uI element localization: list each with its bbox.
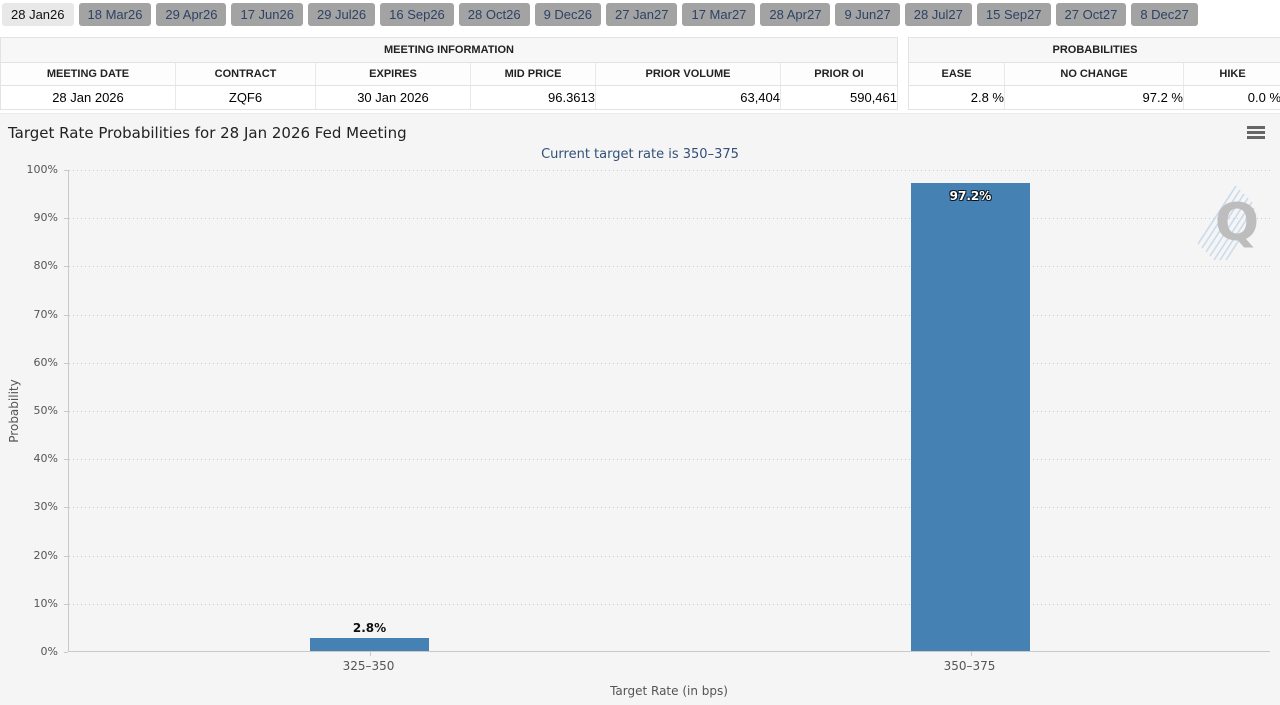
meeting-tab-27-oct27[interactable]: 27 Oct27 (1056, 3, 1127, 26)
y-axis-tick-label: 40% (34, 452, 58, 466)
hike-value: 0.0 % (1184, 86, 1280, 110)
probability-bar-350–375[interactable] (911, 183, 1030, 652)
bar-value-label: 2.8% (330, 621, 410, 635)
probability-bar-325–350[interactable] (310, 638, 429, 651)
watermark-letter: Q (1215, 193, 1259, 253)
y-axis-tickmark (64, 652, 68, 653)
meeting-tab-8-dec27[interactable]: 8 Dec27 (1131, 3, 1197, 26)
meeting-tab-28-oct26[interactable]: 28 Oct26 (459, 3, 530, 26)
meeting-tab-17-mar27[interactable]: 17 Mar27 (682, 3, 755, 26)
gridline (69, 411, 1270, 412)
col-prior-oi: PRIOR OI (781, 63, 898, 86)
col-mid-price: MID PRICE (471, 63, 596, 86)
col-ease: EASE (909, 63, 1005, 86)
meeting-tab-29-jul26[interactable]: 29 Jul26 (308, 3, 375, 26)
gridline (69, 218, 1270, 219)
y-axis-tick-label: 10% (34, 597, 58, 611)
gridline (69, 170, 1270, 171)
gridline (69, 556, 1270, 557)
x-axis-title: Target Rate (in bps) (68, 684, 1270, 698)
contract-value: ZQF6 (176, 86, 316, 110)
col-no-change: NO CHANGE (1005, 63, 1184, 86)
gridline (69, 363, 1270, 364)
col-meeting-date: MEETING DATE (1, 63, 176, 86)
col-hike: HIKE (1184, 63, 1280, 86)
y-axis-tick-label: 70% (34, 308, 58, 322)
meeting-tab-28-apr27[interactable]: 28 Apr27 (760, 3, 830, 26)
col-contract: CONTRACT (176, 63, 316, 86)
target-rate-chart: Target Rate Probabilities for 28 Jan 202… (0, 113, 1280, 705)
meeting-date-value: 28 Jan 2026 (1, 86, 176, 110)
meeting-tab-17-jun26[interactable]: 17 Jun26 (231, 3, 303, 26)
gridline (69, 315, 1270, 316)
quikstrike-watermark-icon: Q (1196, 182, 1266, 262)
chart-title: Target Rate Probabilities for 28 Jan 202… (8, 124, 407, 142)
meeting-tab-27-jan27[interactable]: 27 Jan27 (606, 3, 678, 26)
x-axis-tickmark (370, 652, 371, 656)
y-axis: 0%10%20%30%40%50%60%70%80%90%100% (0, 170, 68, 652)
meeting-tab-16-sep26[interactable]: 16 Sep26 (380, 3, 454, 26)
chart-subtitle: Current target rate is 350–375 (0, 147, 1280, 162)
meeting-information-title: MEETING INFORMATION (1, 38, 898, 63)
meeting-tab-29-apr26[interactable]: 29 Apr26 (156, 3, 226, 26)
y-axis-tick-label: 80% (34, 259, 58, 273)
hamburger-icon[interactable] (1246, 125, 1266, 143)
probabilities-title: PROBABILITIES (909, 38, 1280, 63)
bar-value-label: 97.2% (931, 189, 1011, 203)
table-row: 2.8 % 97.2 % 0.0 % (909, 86, 1280, 110)
table-row: 28 Jan 2026 ZQF6 30 Jan 2026 96.3613 63,… (1, 86, 898, 110)
y-axis-tick-label: 30% (34, 500, 58, 514)
x-axis-category-label: 350–375 (910, 659, 1030, 673)
expires-value: 30 Jan 2026 (316, 86, 471, 110)
y-axis-tick-label: 90% (34, 211, 58, 225)
no-change-value: 97.2 % (1005, 86, 1184, 110)
gridline (69, 507, 1270, 508)
meeting-tab-9-jun27[interactable]: 9 Jun27 (835, 3, 899, 26)
probabilities-table: PROBABILITIES EASE NO CHANGE HIKE 2.8 % … (908, 37, 1280, 110)
ease-value: 2.8 % (909, 86, 1005, 110)
x-axis-tickmark (971, 652, 972, 656)
y-axis-tick-label: 0% (41, 645, 58, 659)
mid-price-value: 96.3613 (471, 86, 596, 110)
y-axis-tick-label: 20% (34, 549, 58, 563)
col-prior-volume: PRIOR VOLUME (596, 63, 781, 86)
y-axis-tick-label: 60% (34, 356, 58, 370)
meeting-information-table: MEETING INFORMATION MEETING DATE CONTRAC… (0, 37, 898, 110)
summary-tables: MEETING INFORMATION MEETING DATE CONTRAC… (0, 37, 1280, 110)
x-axis-category-label: 325–350 (309, 659, 429, 673)
gridline (69, 266, 1270, 267)
meeting-tab-18-mar26[interactable]: 18 Mar26 (79, 3, 152, 26)
x-axis: 325–350 350–375 (68, 659, 1270, 675)
gridline (69, 604, 1270, 605)
prior-oi-value: 590,461 (781, 86, 898, 110)
y-axis-tick-label: 50% (34, 404, 58, 418)
meeting-tab-28-jul27[interactable]: 28 Jul27 (905, 3, 972, 26)
y-axis-tick-label: 100% (27, 163, 58, 177)
plot-area: 2.8% 97.2% (68, 170, 1270, 652)
meeting-tab-15-sep27[interactable]: 15 Sep27 (977, 3, 1051, 26)
gridline (69, 459, 1270, 460)
prior-volume-value: 63,404 (596, 86, 781, 110)
col-expires: EXPIRES (316, 63, 471, 86)
meeting-tab-28-jan26[interactable]: 28 Jan26 (2, 3, 74, 26)
meeting-tab-9-dec26[interactable]: 9 Dec26 (535, 3, 601, 26)
